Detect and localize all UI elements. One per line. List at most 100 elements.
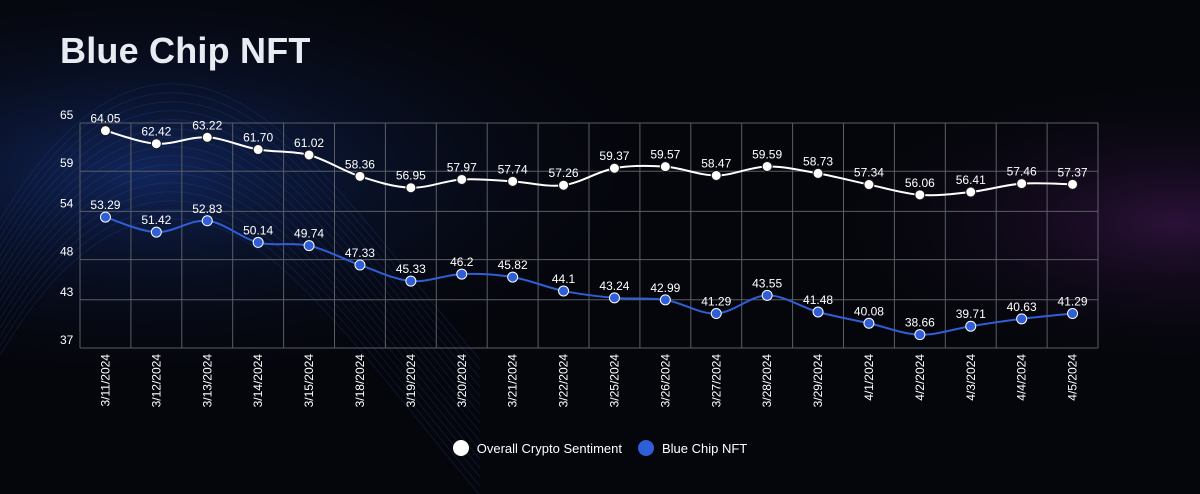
data-point-overall-crypto-sentiment[interactable] xyxy=(863,179,875,191)
data-label-blue-chip-nft: 46.2 xyxy=(450,255,474,269)
x-tick-label: 3/11/2024 xyxy=(98,354,112,407)
data-point-blue-chip-nft[interactable] xyxy=(1067,308,1079,320)
data-point-blue-chip-nft[interactable] xyxy=(914,329,926,341)
x-tick-label: 4/4/2024 xyxy=(1015,354,1029,401)
data-label-overall-crypto-sentiment: 58.73 xyxy=(803,154,833,168)
data-point-blue-chip-nft[interactable] xyxy=(1016,313,1028,325)
x-tick-label: 3/12/2024 xyxy=(149,354,163,408)
data-point-blue-chip-nft[interactable] xyxy=(99,211,111,223)
x-tick-label: 4/1/2024 xyxy=(862,354,876,401)
data-point-overall-crypto-sentiment[interactable] xyxy=(812,167,824,179)
data-point-overall-crypto-sentiment[interactable] xyxy=(303,149,315,161)
data-label-blue-chip-nft: 43.24 xyxy=(599,279,629,293)
data-point-blue-chip-nft[interactable] xyxy=(659,294,671,306)
data-point-overall-crypto-sentiment[interactable] xyxy=(965,186,977,198)
data-point-overall-crypto-sentiment[interactable] xyxy=(1016,178,1028,190)
data-point-blue-chip-nft[interactable] xyxy=(710,308,722,320)
x-tick-label: 4/5/2024 xyxy=(1066,354,1080,401)
y-tick-label: 43 xyxy=(60,285,74,299)
data-point-blue-chip-nft[interactable] xyxy=(201,215,213,227)
legend-swatch-blue xyxy=(637,440,654,456)
data-label-overall-crypto-sentiment: 58.36 xyxy=(345,157,375,171)
data-point-overall-crypto-sentiment[interactable] xyxy=(252,144,264,156)
data-label-blue-chip-nft: 41.29 xyxy=(1058,295,1088,309)
data-point-blue-chip-nft[interactable] xyxy=(812,306,824,318)
background-wave-line xyxy=(0,209,481,487)
legend-label: Overall Crypto Sentiment xyxy=(476,440,622,456)
data-label-overall-crypto-sentiment: 57.46 xyxy=(1007,165,1037,179)
data-point-overall-crypto-sentiment[interactable] xyxy=(1067,178,1079,190)
data-point-blue-chip-nft[interactable] xyxy=(761,289,773,301)
data-point-overall-crypto-sentiment[interactable] xyxy=(456,173,468,185)
x-tick-label: 3/18/2024 xyxy=(353,354,367,408)
data-point-overall-crypto-sentiment[interactable] xyxy=(507,175,519,187)
data-label-blue-chip-nft: 42.99 xyxy=(650,281,680,295)
data-label-overall-crypto-sentiment: 59.59 xyxy=(752,147,782,161)
data-point-blue-chip-nft[interactable] xyxy=(405,275,417,287)
data-point-overall-crypto-sentiment[interactable] xyxy=(761,160,773,172)
data-point-blue-chip-nft[interactable] xyxy=(507,271,519,283)
data-label-blue-chip-nft: 52.83 xyxy=(192,202,222,216)
legend-label: Blue Chip NFT xyxy=(661,440,748,456)
data-point-overall-crypto-sentiment[interactable] xyxy=(201,131,213,143)
data-label-blue-chip-nft: 45.82 xyxy=(498,258,528,272)
background-wave-line xyxy=(0,119,481,397)
data-point-overall-crypto-sentiment[interactable] xyxy=(405,182,417,194)
data-label-overall-crypto-sentiment: 61.02 xyxy=(294,136,324,150)
x-tick-label: 4/3/2024 xyxy=(964,354,978,401)
data-point-blue-chip-nft[interactable] xyxy=(965,320,977,332)
data-point-blue-chip-nft[interactable] xyxy=(354,259,366,271)
data-label-overall-crypto-sentiment: 59.37 xyxy=(599,149,629,163)
data-point-overall-crypto-sentiment[interactable] xyxy=(150,138,162,150)
x-tick-label: 3/29/2024 xyxy=(811,354,825,408)
data-point-overall-crypto-sentiment[interactable] xyxy=(659,161,671,173)
data-label-blue-chip-nft: 40.08 xyxy=(854,304,884,318)
x-tick-label: 3/25/2024 xyxy=(607,354,621,408)
data-label-blue-chip-nft: 38.66 xyxy=(905,316,935,330)
data-label-overall-crypto-sentiment: 64.05 xyxy=(90,112,120,126)
data-label-blue-chip-nft: 39.71 xyxy=(956,307,986,321)
data-point-overall-crypto-sentiment[interactable] xyxy=(608,162,620,174)
data-label-blue-chip-nft: 40.63 xyxy=(1007,300,1037,314)
data-point-overall-crypto-sentiment[interactable] xyxy=(99,125,111,137)
data-label-overall-crypto-sentiment: 59.57 xyxy=(650,148,680,162)
data-point-blue-chip-nft[interactable] xyxy=(150,226,162,238)
data-label-overall-crypto-sentiment: 61.70 xyxy=(243,131,273,145)
x-axis-ticks: 3/11/2024 3/12/2024 3/13/2024 3/14/2024 3/15… xyxy=(98,354,1079,408)
background-wave-line xyxy=(0,110,481,388)
x-tick-label: 3/20/2024 xyxy=(455,354,469,408)
data-point-blue-chip-nft[interactable] xyxy=(863,317,875,329)
data-label-overall-crypto-sentiment: 56.41 xyxy=(956,173,986,187)
data-point-overall-crypto-sentiment[interactable] xyxy=(914,189,926,201)
data-point-overall-crypto-sentiment[interactable] xyxy=(354,170,366,182)
legend-item-blue-chip-nft[interactable]: Blue Chip NFT xyxy=(637,440,748,456)
data-point-blue-chip-nft[interactable] xyxy=(252,236,264,248)
data-point-blue-chip-nft[interactable] xyxy=(456,268,468,280)
y-tick-label: 37 xyxy=(60,333,74,347)
background-wave-line xyxy=(0,83,481,361)
data-label-blue-chip-nft: 41.29 xyxy=(701,295,731,309)
data-label-overall-crypto-sentiment: 56.06 xyxy=(905,176,935,190)
x-tick-label: 4/2/2024 xyxy=(913,354,927,401)
data-point-overall-crypto-sentiment[interactable] xyxy=(558,179,570,191)
legend-swatch-white xyxy=(452,440,469,456)
data-label-overall-crypto-sentiment: 56.95 xyxy=(396,169,426,183)
chart-title: Blue Chip NFT xyxy=(60,30,311,71)
x-tick-label: 3/21/2024 xyxy=(506,354,520,408)
data-label-blue-chip-nft: 50.14 xyxy=(243,223,273,237)
chart-grid xyxy=(79,122,1099,349)
data-point-blue-chip-nft[interactable] xyxy=(303,240,315,252)
legend-item-overall-crypto-sentiment[interactable]: Overall Crypto Sentiment xyxy=(452,440,622,456)
data-label-blue-chip-nft: 53.29 xyxy=(90,198,120,212)
y-tick-label: 59 xyxy=(60,156,74,170)
data-label-overall-crypto-sentiment: 57.37 xyxy=(1058,165,1088,179)
data-point-overall-crypto-sentiment[interactable] xyxy=(710,169,722,181)
data-point-blue-chip-nft[interactable] xyxy=(558,285,570,297)
data-label-blue-chip-nft: 41.48 xyxy=(803,293,833,307)
data-point-blue-chip-nft[interactable] xyxy=(608,292,620,304)
data-label-blue-chip-nft: 44.1 xyxy=(552,272,576,286)
background-wave-line xyxy=(0,218,480,494)
background-wave-line xyxy=(0,173,481,451)
